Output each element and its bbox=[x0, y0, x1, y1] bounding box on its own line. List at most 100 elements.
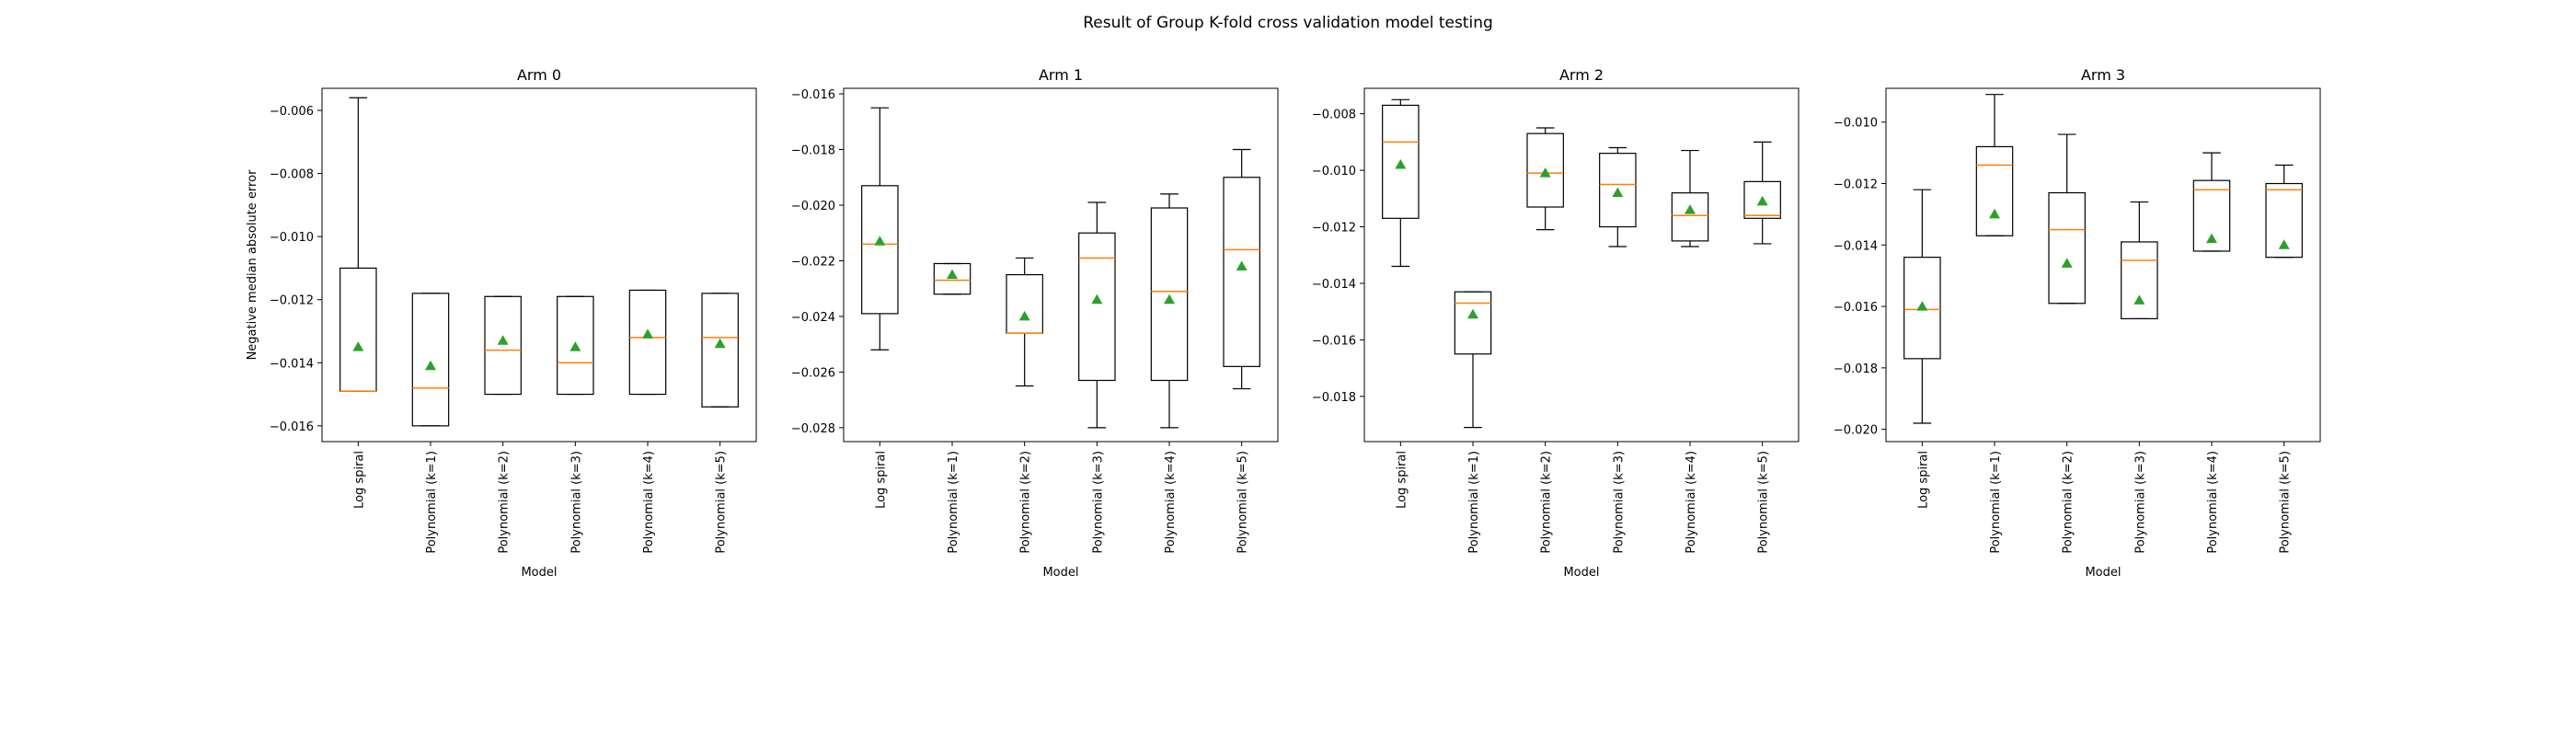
box-2 bbox=[1006, 257, 1043, 387]
mean-marker bbox=[1685, 204, 1696, 214]
box-1 bbox=[1975, 94, 2014, 236]
axes-frame bbox=[321, 87, 757, 443]
x-tick-label: Polynomial (k=2) bbox=[1540, 451, 1554, 554]
box-iqr bbox=[701, 293, 739, 408]
box-iqr bbox=[1903, 257, 1941, 360]
mean-marker bbox=[497, 335, 509, 345]
mean-marker bbox=[947, 269, 958, 280]
box-iqr bbox=[2265, 182, 2303, 259]
y-tick-label: −0.016 bbox=[791, 88, 835, 102]
box-0 bbox=[861, 107, 899, 351]
x-tick-label: Polynomial (k=2) bbox=[2062, 451, 2076, 554]
y-tick-label: −0.008 bbox=[270, 168, 314, 182]
y-tick-label: −0.016 bbox=[270, 420, 314, 434]
x-axis-label: Model bbox=[521, 566, 557, 580]
mean-marker bbox=[425, 360, 436, 371]
box-iqr bbox=[1599, 153, 1637, 228]
x-tick-label: Polynomial (k=4) bbox=[1164, 451, 1178, 554]
x-tick-label: Polynomial (k=5) bbox=[1757, 451, 1771, 554]
box-2 bbox=[484, 295, 522, 396]
y-tick-label: −0.012 bbox=[270, 294, 314, 308]
x-tick-label: Polynomial (k=1) bbox=[1467, 451, 1481, 554]
box-iqr bbox=[1150, 207, 1189, 382]
x-axis-label: Model bbox=[2085, 566, 2121, 580]
x-tick-label: Polynomial (k=4) bbox=[2206, 451, 2220, 554]
y-tick-label: −0.016 bbox=[1834, 301, 1878, 315]
subplot-title: Arm 1 bbox=[1039, 66, 1083, 84]
box-iqr bbox=[1006, 273, 1043, 334]
axes-frame bbox=[1363, 87, 1800, 443]
y-tick-label: −0.010 bbox=[1312, 165, 1356, 178]
x-tick-label: Log spiral bbox=[1395, 451, 1409, 509]
mean-marker bbox=[1539, 167, 1551, 178]
box-1 bbox=[933, 262, 972, 295]
y-tick-label: −0.014 bbox=[1834, 239, 1878, 253]
subplot-arm-2: Arm 2 −0.018 −0.016 −0.014 −0.012 −0.010 −0.00… bbox=[1312, 66, 1800, 580]
y-tick-label: −0.006 bbox=[270, 105, 314, 119]
mean-marker bbox=[1091, 293, 1103, 305]
mean-marker bbox=[1018, 310, 1030, 321]
box-1 bbox=[1454, 291, 1492, 429]
box-iqr bbox=[411, 293, 450, 427]
box-iqr bbox=[1223, 177, 1260, 367]
y-tick-label: −0.024 bbox=[791, 311, 835, 325]
mean-marker bbox=[1164, 293, 1175, 305]
figure-title: Result of Group K-fold cross validation … bbox=[1083, 14, 1493, 32]
box-3 bbox=[557, 295, 594, 396]
box-iqr bbox=[557, 295, 594, 396]
y-tick-label: −0.014 bbox=[1312, 278, 1356, 292]
box-4 bbox=[628, 289, 667, 396]
box-5 bbox=[2265, 164, 2303, 259]
subplot-arm-3: Arm 3 −0.020 −0.018 −0.016 −0.014 −0.012 −0.01… bbox=[1834, 66, 2321, 580]
box-iqr bbox=[1975, 145, 2014, 236]
y-tick-label: −0.008 bbox=[1312, 109, 1356, 122]
box-iqr bbox=[2048, 191, 2086, 305]
box-3 bbox=[2121, 201, 2158, 320]
subplot-arm-1: Arm 1 −0.028 −0.026 −0.024 −0.022 −0.020 −0.01… bbox=[791, 66, 1279, 580]
mean-marker bbox=[352, 341, 364, 351]
mean-marker bbox=[1236, 260, 1248, 271]
x-tick-label: Polynomial (k=5) bbox=[715, 451, 729, 554]
y-tick-label: −0.020 bbox=[791, 200, 835, 213]
x-tick-label: Polynomial (k=4) bbox=[642, 451, 656, 554]
x-tick-label: Polynomial (k=5) bbox=[2279, 451, 2293, 554]
x-tick-label: Polynomial (k=1) bbox=[947, 451, 960, 554]
axes-frame bbox=[843, 87, 1279, 443]
box-1 bbox=[411, 293, 450, 427]
x-tick-label: Polynomial (k=3) bbox=[569, 451, 583, 554]
mean-marker bbox=[642, 328, 653, 339]
box-4 bbox=[1671, 149, 1709, 247]
box-iqr bbox=[1743, 180, 1781, 219]
box-4 bbox=[1150, 193, 1189, 429]
box-iqr bbox=[339, 267, 377, 392]
y-tick-label: −0.022 bbox=[791, 255, 835, 269]
box-5 bbox=[1743, 141, 1781, 245]
mean-marker bbox=[1395, 158, 1407, 169]
box-iqr bbox=[1671, 192, 1709, 242]
x-tick-label: Polynomial (k=1) bbox=[425, 451, 439, 554]
mean-marker bbox=[1612, 187, 1624, 198]
box-iqr bbox=[1454, 291, 1492, 355]
x-tick-label: Polynomial (k=1) bbox=[1989, 451, 2003, 554]
box-iqr bbox=[1382, 104, 1420, 219]
box-3 bbox=[1599, 146, 1637, 247]
box-0 bbox=[1382, 98, 1420, 268]
x-tick-label: Polynomial (k=3) bbox=[1091, 451, 1105, 554]
y-tick-label: −0.010 bbox=[270, 231, 314, 245]
y-tick-label: −0.020 bbox=[1834, 424, 1878, 438]
x-tick-label: Polynomial (k=2) bbox=[498, 451, 512, 554]
box-iqr bbox=[933, 262, 972, 295]
box-iqr bbox=[1526, 132, 1564, 208]
y-axis-label: Negative median absolute error bbox=[246, 169, 259, 360]
y-tick-label: −0.014 bbox=[270, 357, 314, 371]
x-axis-label: Model bbox=[1042, 566, 1078, 580]
box-4 bbox=[2192, 152, 2231, 252]
box-iqr bbox=[628, 289, 667, 396]
y-tick-label: −0.012 bbox=[1834, 178, 1878, 192]
panels: Arm 0 −0.016 −0.014 −0.012 −0.010 −0.008 −0.00… bbox=[246, 66, 2321, 580]
subplot-title: Arm 2 bbox=[1559, 66, 1604, 84]
y-tick-label: −0.012 bbox=[1312, 222, 1356, 236]
box-0 bbox=[339, 97, 377, 392]
x-tick-label: Log spiral bbox=[352, 451, 366, 509]
